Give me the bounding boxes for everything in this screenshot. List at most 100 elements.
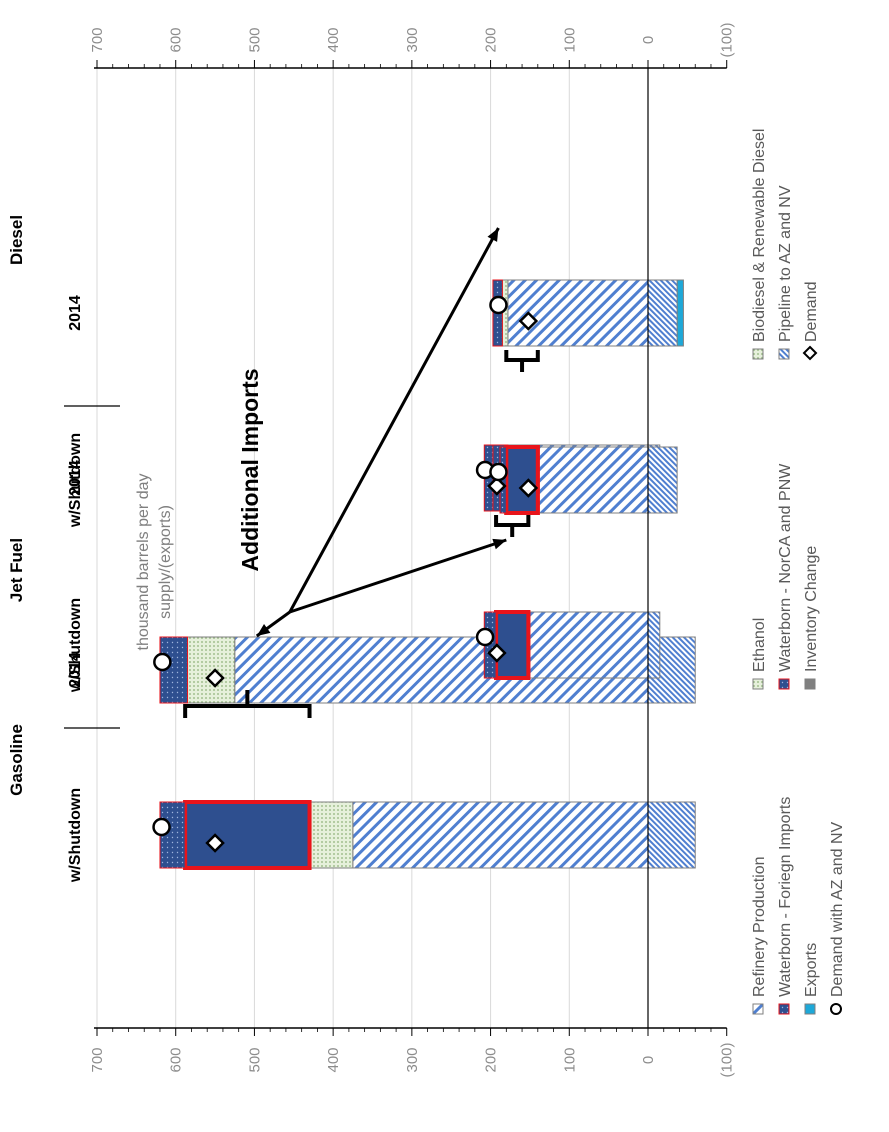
bar-segment xyxy=(647,611,661,679)
bar-label: 2014 xyxy=(67,460,84,496)
legend-label: Ethanol xyxy=(751,618,768,672)
tick-label-bottom: 400 xyxy=(325,1047,342,1072)
bar-segment xyxy=(501,279,509,347)
bar-label: w/Shutdown xyxy=(67,598,84,693)
legend-label: Inventory Change xyxy=(803,546,820,672)
gasoline-bracket xyxy=(183,690,312,718)
bar-label: 2014 xyxy=(67,295,84,331)
bar-segment xyxy=(187,636,236,704)
legend: Refinery Production Waterborn - Foriegn I… xyxy=(751,129,846,1015)
bar-label: w/Shutdown xyxy=(67,433,84,528)
arrowhead xyxy=(487,228,499,242)
legend-item: Inventory Change xyxy=(803,546,820,690)
tick-label-top: (100) xyxy=(719,22,736,57)
legend-item: Pipeline to AZ and NV xyxy=(777,185,794,360)
bar-segment xyxy=(676,279,684,347)
legend-swatch xyxy=(804,678,816,690)
legend-label: Waterborn - Foriegn Imports xyxy=(777,797,794,997)
annotation-arrow xyxy=(288,227,500,613)
bar-segment-highlight xyxy=(504,445,540,515)
tick-label-bottom: (100) xyxy=(719,1042,736,1077)
legend-label: Waterborn - NorCA and PNW xyxy=(777,463,794,672)
tick-label-top: 100 xyxy=(561,27,578,52)
legend-swatch xyxy=(752,678,764,690)
imports-bracket xyxy=(504,350,540,372)
imports-bracket xyxy=(494,515,531,537)
bar-segment xyxy=(352,801,649,869)
legend-swatch xyxy=(830,1003,842,1015)
bar-segment xyxy=(537,446,649,514)
legend-item: Waterborn - NorCA and PNW xyxy=(777,463,794,690)
marker-layer xyxy=(152,295,539,853)
tick-label-bottom: 200 xyxy=(483,1047,500,1072)
bar-segment xyxy=(507,279,649,347)
demand-marker xyxy=(518,311,539,331)
demand-marker xyxy=(487,643,507,663)
bar-segment xyxy=(309,801,354,869)
legend-item: Demand xyxy=(802,282,820,361)
tick-label-top: 400 xyxy=(325,27,342,52)
demand-az-nv-marker xyxy=(152,817,171,837)
legend-label: Pipeline to AZ and NV xyxy=(777,185,794,342)
tick-label-top: 700 xyxy=(89,27,106,52)
legend-swatch xyxy=(802,345,818,361)
arrowhead xyxy=(256,624,271,636)
demand-az-nv-marker xyxy=(475,627,495,647)
demand-az-nv-marker xyxy=(489,462,508,482)
demand-az-nv-marker xyxy=(489,295,508,315)
tick-label-bottom: 700 xyxy=(89,1047,106,1072)
bar-segment-highlight xyxy=(183,800,312,870)
demand-marker xyxy=(205,668,225,688)
bar-label: w/Shutdown xyxy=(67,788,84,883)
bar-segment xyxy=(647,446,678,514)
tick-label-top: 500 xyxy=(246,27,263,52)
legend-item: Biodiesel & Renewable Diesel xyxy=(751,129,768,360)
tick-label-bottom: 100 xyxy=(561,1047,578,1072)
legend-item: Refinery Production xyxy=(751,856,768,1015)
grid-lines xyxy=(96,68,570,1028)
annotation-layer: Additional Imports xyxy=(183,227,540,718)
legend-item: Ethanol xyxy=(751,618,768,690)
unit-label: supply/(exports) xyxy=(157,505,174,619)
legend-item: Demand with AZ and NV xyxy=(829,821,846,1015)
tick-label-top: 0 xyxy=(640,36,657,44)
bar-segment xyxy=(647,279,678,347)
legend-label: Demand with AZ and NV xyxy=(829,821,846,997)
arrowhead xyxy=(492,538,507,550)
legend-swatch xyxy=(804,1003,816,1015)
bar-segment-highlight xyxy=(494,610,531,680)
demand-marker xyxy=(518,478,539,498)
tick-label-bottom: 500 xyxy=(246,1047,263,1072)
demand-az-nv-marker xyxy=(153,652,172,672)
legend-swatch xyxy=(778,1003,790,1015)
axes-layer: 700 700 600 600 500 500 400 400 300 300 200 200 100 1… xyxy=(7,22,736,1077)
legend-item: Waterborn - Foriegn Imports xyxy=(777,797,794,1015)
tick-label-top: 600 xyxy=(168,27,185,52)
demand-marker xyxy=(205,833,225,853)
tick-label-top: 200 xyxy=(483,27,500,52)
legend-label: Demand xyxy=(803,282,820,342)
legend-label: Biodiesel & Renewable Diesel xyxy=(751,129,768,342)
legend-label: Refinery Production xyxy=(751,856,768,997)
bar-segment xyxy=(527,611,649,679)
legend-swatch xyxy=(752,348,764,360)
bar-label: 2014 xyxy=(67,652,84,688)
demand-marker xyxy=(487,476,507,496)
tick-label-bottom: 0 xyxy=(640,1056,657,1064)
annotation-label: Additional Imports xyxy=(237,368,263,571)
legend-swatch xyxy=(778,348,790,360)
unit-label: thousand barrels per day xyxy=(135,474,152,651)
tick-label-bottom: 300 xyxy=(404,1047,421,1072)
legend-label: Exports xyxy=(803,943,820,997)
legend-swatch xyxy=(778,678,790,690)
group-label: Jet Fuel xyxy=(7,538,26,602)
tick-label-top: 300 xyxy=(404,27,421,52)
bar-segment xyxy=(647,801,696,869)
annotation-arrow xyxy=(289,538,507,614)
legend-swatch xyxy=(752,1003,764,1015)
group-label: Diesel xyxy=(7,215,26,265)
legend-item: Exports xyxy=(803,943,820,1015)
group-label: Gasoline xyxy=(7,724,26,796)
tick-label-bottom: 600 xyxy=(168,1047,185,1072)
